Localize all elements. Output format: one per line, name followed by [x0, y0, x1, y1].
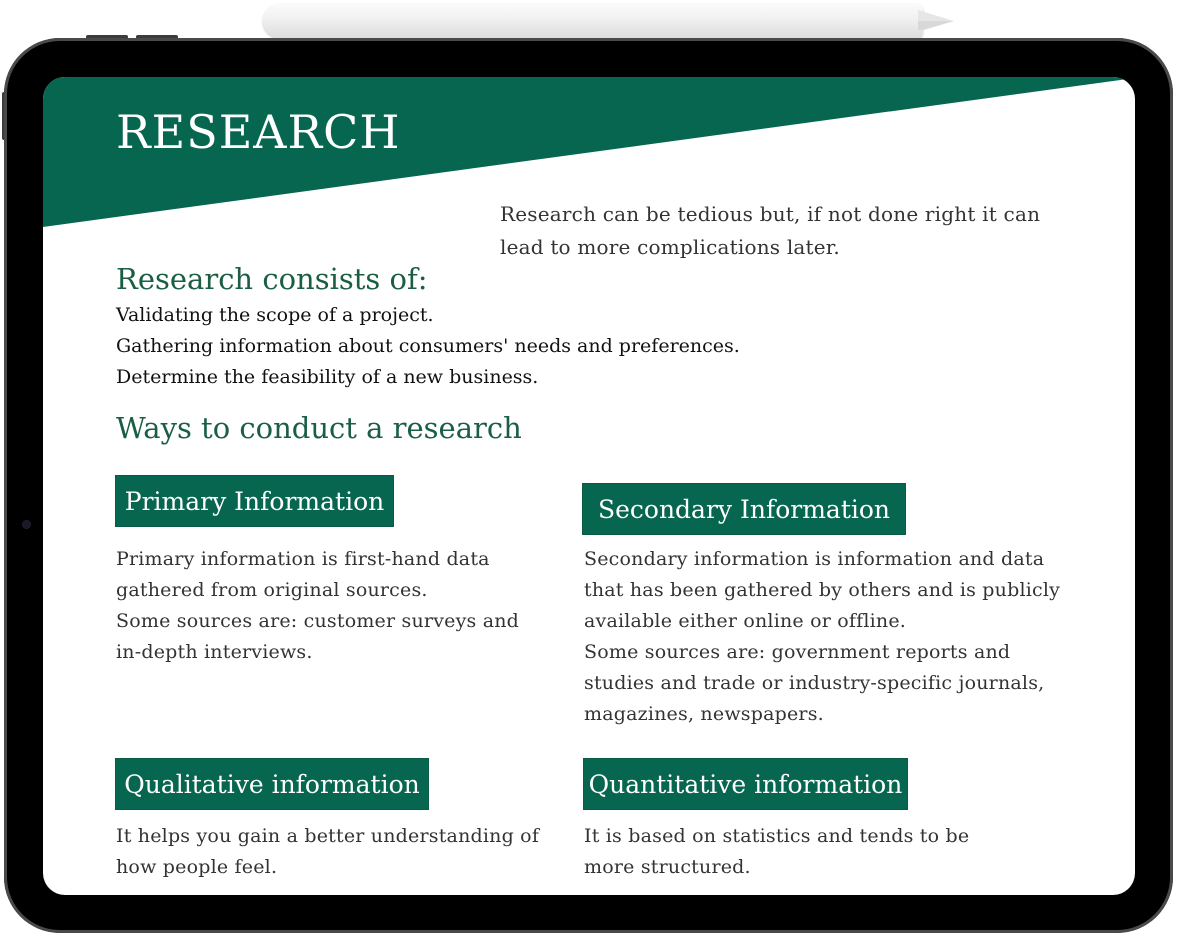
qualitative-information-label: Qualitative information [116, 759, 428, 809]
qualitative-information-text: It helps you gain a better understanding… [116, 821, 556, 883]
text-line: that has been gathered by others and is … [584, 579, 1061, 601]
text-line: more structured. [584, 856, 751, 878]
secondary-information-text: Secondary information is information and… [584, 544, 1074, 730]
consists-heading: Research consists of: [116, 262, 428, 296]
page-title: RESEARCH [116, 105, 401, 159]
list-item: Validating the scope of a project. [116, 304, 434, 326]
text-line: magazines, newspapers. [584, 703, 824, 725]
text-line: studies and trade or industry-specific j… [584, 672, 1045, 694]
quantitative-information-text: It is based on statistics and tends to b… [584, 821, 1004, 883]
text-line: It helps you gain a better understanding… [116, 825, 540, 847]
secondary-information-label: Secondary Information [583, 484, 905, 534]
text-line: available either online or offline. [584, 610, 907, 632]
ways-heading: Ways to conduct a research [116, 411, 522, 445]
apple-pencil-tip-shade [918, 21, 954, 31]
text-line: Some sources are: customer surveys and [116, 610, 520, 632]
text-line: gathered from original sources. [116, 579, 428, 601]
tablet-screen: RESEARCH Research can be tedious but, if… [43, 77, 1135, 895]
text-line: It is based on statistics and tends to b… [584, 825, 970, 847]
front-camera-icon [23, 521, 30, 528]
text-line: Some sources are: government reports and [584, 641, 1011, 663]
consists-list: Validating the scope of a project. Gathe… [116, 300, 740, 393]
primary-information-text: Primary information is first-hand data g… [116, 544, 546, 668]
text-line: how people feel. [116, 856, 278, 878]
quantitative-information-label: Quantitative information [584, 759, 907, 809]
primary-information-label: Primary Information [116, 476, 393, 526]
intro-text: Research can be tedious but, if not done… [500, 202, 1041, 259]
list-item: Determine the feasibility of a new busin… [116, 366, 539, 388]
apple-pencil-icon [263, 4, 923, 38]
text-line: Secondary information is information and… [584, 548, 1045, 570]
list-item: Gathering information about consumers' n… [116, 335, 740, 357]
text-line: Primary information is first-hand data [116, 548, 490, 570]
header-banner [43, 77, 1135, 227]
text-line: in-depth interviews. [116, 641, 313, 663]
